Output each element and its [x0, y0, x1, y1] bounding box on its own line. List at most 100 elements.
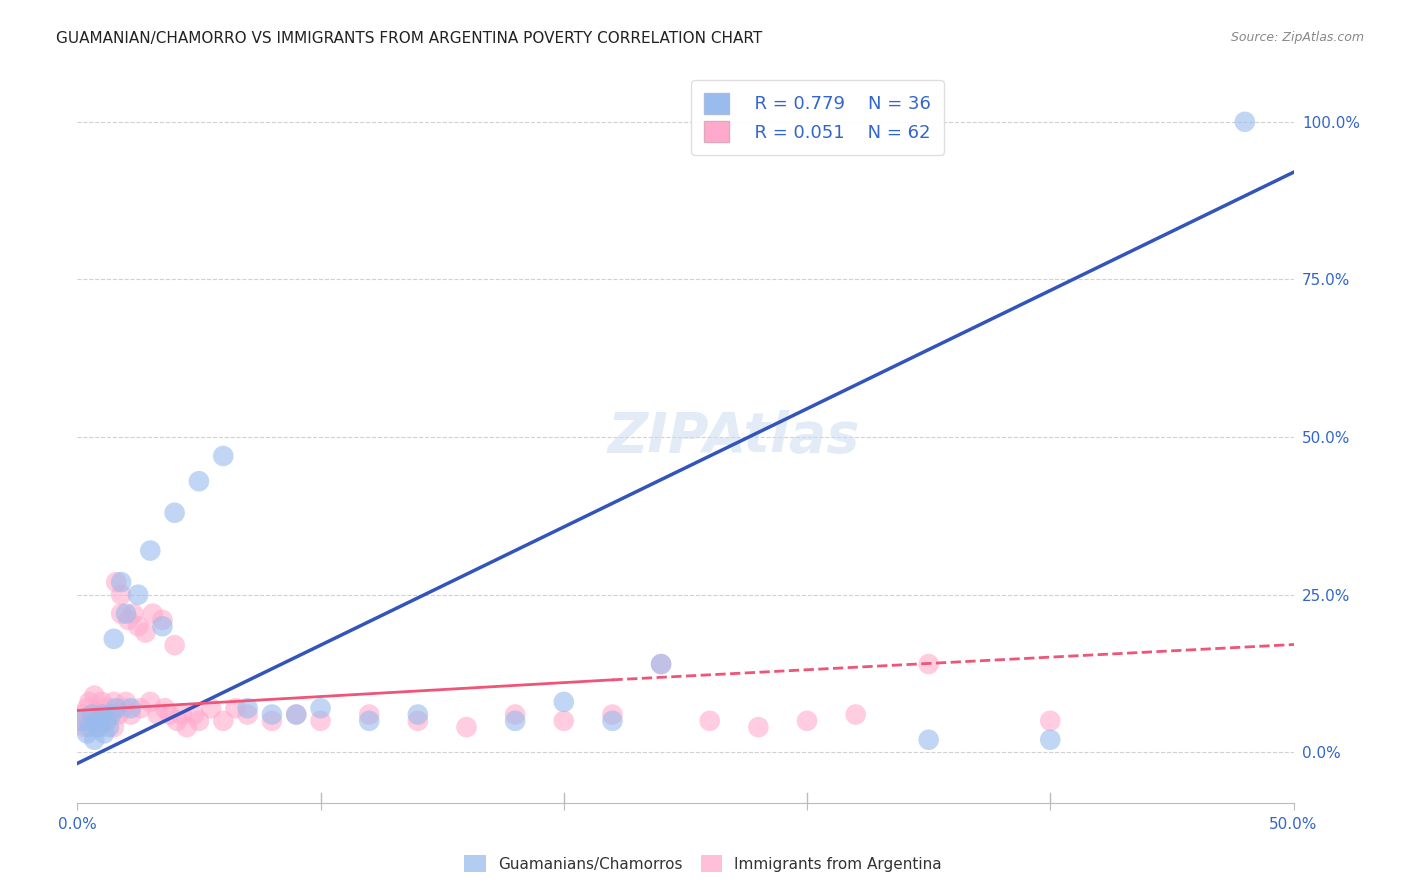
Text: Source: ZipAtlas.com: Source: ZipAtlas.com [1230, 31, 1364, 45]
Point [86, 714, 108, 728]
Point [699, 714, 721, 728]
Point [127, 619, 149, 633]
Point [80, 707, 103, 722]
Point [212, 449, 235, 463]
Point [96, 714, 118, 728]
Point [212, 714, 235, 728]
Point [309, 714, 332, 728]
Point [103, 632, 125, 646]
Point [139, 695, 162, 709]
Point [107, 707, 129, 722]
Point [76, 701, 98, 715]
Text: ZIPAtlas: ZIPAtlas [607, 410, 860, 464]
Point [183, 707, 205, 722]
Point [359, 707, 381, 722]
Point [285, 707, 308, 722]
Point [79, 695, 101, 709]
Point [918, 732, 941, 747]
Point [70, 707, 93, 722]
Point [139, 543, 162, 558]
Point [918, 657, 941, 671]
Point [503, 707, 526, 722]
Point [86, 720, 108, 734]
Point [224, 701, 246, 715]
Point [134, 625, 156, 640]
Point [1233, 115, 1256, 129]
Point [200, 701, 222, 715]
Point [236, 701, 259, 715]
Point [100, 707, 122, 722]
Point [456, 720, 478, 734]
Point [153, 701, 176, 715]
Point [166, 714, 188, 728]
Point [80, 707, 103, 722]
Point [309, 701, 332, 715]
Point [602, 714, 624, 728]
Point [89, 720, 111, 734]
Point [142, 607, 165, 621]
Legend:   R = 0.779    N = 36,   R = 0.051    N = 62: R = 0.779 N = 36, R = 0.051 N = 62 [692, 80, 943, 154]
Point [117, 613, 139, 627]
Point [115, 607, 138, 621]
Text: GUAMANIAN/CHAMORRO VS IMMIGRANTS FROM ARGENTINA POVERTY CORRELATION CHART: GUAMANIAN/CHAMORRO VS IMMIGRANTS FROM AR… [56, 31, 762, 46]
Point [285, 707, 308, 722]
Point [79, 714, 101, 728]
Point [176, 720, 198, 734]
Point [93, 707, 115, 722]
Point [747, 720, 769, 734]
Point [359, 714, 381, 728]
Point [406, 707, 429, 722]
Point [650, 657, 672, 671]
Point [120, 701, 142, 715]
Point [83, 732, 105, 747]
Point [83, 689, 105, 703]
Point [73, 720, 96, 734]
Point [76, 726, 98, 740]
Point [152, 613, 174, 627]
Point [70, 714, 93, 728]
Point [122, 607, 145, 621]
Point [79, 720, 101, 734]
Point [260, 707, 283, 722]
Point [120, 707, 142, 722]
Point [115, 695, 138, 709]
Point [89, 701, 111, 715]
Point [602, 707, 624, 722]
Point [90, 714, 112, 728]
Point [260, 714, 283, 728]
Point [845, 707, 868, 722]
Point [69, 714, 91, 728]
Point [112, 701, 135, 715]
Point [1039, 714, 1062, 728]
Point [796, 714, 818, 728]
Point [129, 701, 152, 715]
Point [503, 714, 526, 728]
Point [103, 695, 125, 709]
Point [96, 714, 118, 728]
Point [100, 707, 122, 722]
Point [236, 707, 259, 722]
Point [406, 714, 429, 728]
Point [90, 695, 112, 709]
Point [127, 588, 149, 602]
Point [103, 720, 125, 734]
Legend: Guamanians/Chamorros, Immigrants from Argentina: Guamanians/Chamorros, Immigrants from Ar… [457, 847, 949, 880]
Point [146, 707, 169, 722]
Point [553, 695, 575, 709]
Point [163, 638, 186, 652]
Point [105, 575, 128, 590]
Point [105, 701, 128, 715]
Point [188, 474, 211, 488]
Point [188, 714, 211, 728]
Point [1039, 732, 1062, 747]
Point [163, 506, 186, 520]
Point [90, 707, 112, 722]
Point [110, 588, 132, 602]
Point [650, 657, 672, 671]
Point [553, 714, 575, 728]
Point [97, 720, 120, 734]
Point [159, 707, 181, 722]
Point [170, 707, 193, 722]
Point [152, 619, 174, 633]
Point [93, 726, 115, 740]
